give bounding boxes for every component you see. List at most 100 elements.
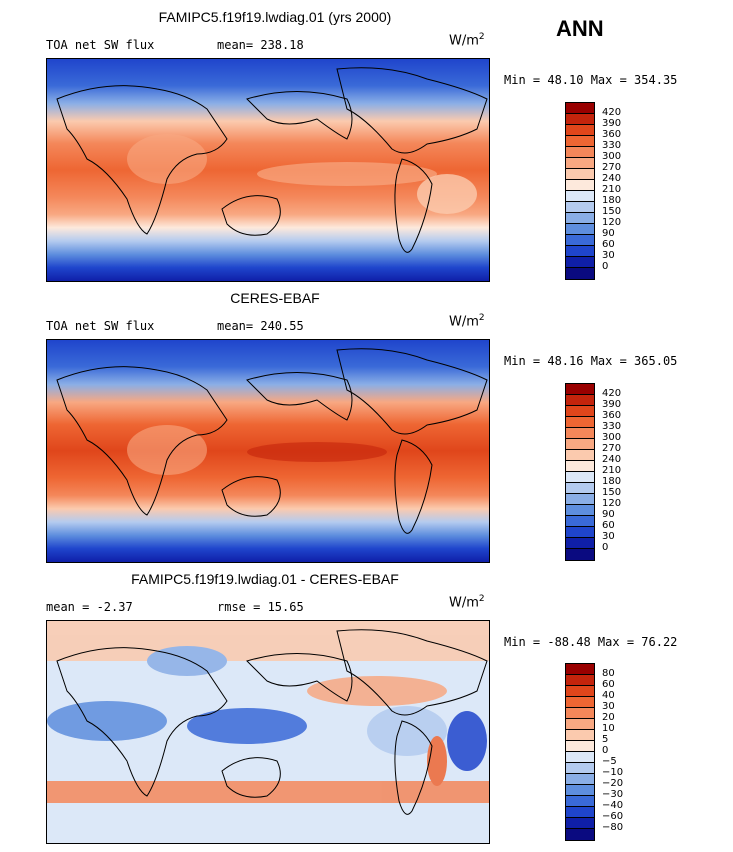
colorbar-level-label: −80: [602, 822, 624, 833]
colorbar-level-label: 120: [602, 498, 622, 509]
colorbar-level-label: 300: [602, 432, 622, 443]
colorbar-level-label: 180: [602, 195, 622, 206]
season-label: ANN: [556, 16, 604, 41]
colorbar-level-label: 150: [602, 487, 622, 498]
colorbar-level-label: 210: [602, 184, 622, 195]
colorbar-swatch: [566, 224, 594, 235]
colorbar-swatch: [566, 697, 594, 708]
colorbar-swatch: [566, 774, 594, 785]
colorbar-swatch: [566, 708, 594, 719]
colorbar-level-label: 90: [602, 509, 615, 520]
colorbar-level-label: 360: [602, 129, 622, 140]
colorbar-level-label: 0: [602, 542, 609, 553]
panel3-title: FAMIPC5.f19f19.lwdiag.01 - CERES-EBAF: [131, 571, 399, 587]
panel3-minmax: Min = -88.48 Max = 76.22: [504, 635, 678, 649]
colorbar-level-label: 60: [602, 239, 615, 250]
colorbar-swatch: [566, 807, 594, 818]
colorbar-level-label: −5: [602, 756, 617, 767]
colorbar-level-label: 0: [602, 261, 609, 272]
colorbar-level-label: 150: [602, 206, 622, 217]
colorbar-swatch: [566, 103, 594, 114]
panel3-map-svg: [47, 621, 489, 843]
colorbar-level-label: 180: [602, 476, 622, 487]
colorbar-swatch: [566, 785, 594, 796]
colorbar-level-label: 5: [602, 734, 609, 745]
panel1-map-svg: [47, 59, 489, 281]
panel2-minmax: Min = 48.16 Max = 365.05: [504, 354, 678, 368]
colorbar-swatch: [566, 829, 594, 840]
colorbar-swatch: [566, 527, 594, 538]
colorbar-level-label: 120: [602, 217, 622, 228]
colorbar-swatch: [566, 549, 594, 560]
panel2-left-label: TOA net SW flux: [46, 319, 155, 333]
colorbar-swatch: [566, 763, 594, 774]
colorbar-swatch: [566, 114, 594, 125]
colorbar-level-label: −20: [602, 778, 624, 789]
panel2-stat-label: mean= 240.55: [217, 319, 304, 333]
colorbar-level-label: −10: [602, 767, 624, 778]
colorbar-level-label: 210: [602, 465, 622, 476]
panel2-map-svg: [47, 340, 489, 562]
panel2-units: W/m2: [449, 313, 485, 330]
colorbar-level-label: 60: [602, 520, 615, 531]
panel2-map: [46, 339, 490, 563]
colorbar-swatch: [566, 472, 594, 483]
colorbar-level-label: 90: [602, 228, 615, 239]
colorbar-swatch: [566, 664, 594, 675]
colorbar-swatch: [566, 538, 594, 549]
colorbar-level-label: 420: [602, 107, 622, 118]
colorbar-swatch: [566, 202, 594, 213]
colorbar-swatch: [566, 686, 594, 697]
colorbar-swatch: [566, 136, 594, 147]
colorbar-level-label: 390: [602, 118, 622, 129]
colorbar-swatch: [566, 213, 594, 224]
panel3-units: W/m2: [449, 594, 485, 611]
colorbar-swatch: [566, 439, 594, 450]
colorbar-level-label: −30: [602, 789, 624, 800]
colorbar-swatch: [566, 169, 594, 180]
panel1-title: FAMIPC5.f19f19.lwdiag.01 (yrs 2000): [158, 9, 392, 25]
colorbar-level-label: 360: [602, 410, 622, 421]
colorbar-swatch: [566, 417, 594, 428]
colorbar-swatch: [566, 125, 594, 136]
colorbar-swatch: [566, 752, 594, 763]
colorbar-swatch: [566, 494, 594, 505]
colorbar-level-label: 20: [602, 712, 615, 723]
colorbar-swatch: [566, 158, 594, 169]
colorbar-level-label: 30: [602, 701, 615, 712]
colorbar-level-label: 80: [602, 668, 615, 679]
colorbar-swatch: [566, 235, 594, 246]
colorbar-level-label: 420: [602, 388, 622, 399]
colorbar-level-label: 0: [602, 745, 609, 756]
colorbar-swatch: [566, 395, 594, 406]
colorbar-swatch: [566, 406, 594, 417]
colorbar-swatch: [566, 450, 594, 461]
colorbar-level-label: 30: [602, 250, 615, 261]
panel1-colorbar: [565, 102, 595, 280]
panel2-title: CERES-EBAF: [230, 290, 320, 306]
colorbar-level-label: 60: [602, 679, 615, 690]
panel3-colorbar: [565, 663, 595, 841]
colorbar-swatch: [566, 428, 594, 439]
colorbar-level-label: 390: [602, 399, 622, 410]
colorbar-level-label: 270: [602, 162, 622, 173]
colorbar-swatch: [566, 268, 594, 279]
colorbar-swatch: [566, 246, 594, 257]
colorbar-swatch: [566, 675, 594, 686]
colorbar-level-label: 240: [602, 173, 622, 184]
colorbar-swatch: [566, 796, 594, 807]
colorbar-swatch: [566, 730, 594, 741]
colorbar-swatch: [566, 257, 594, 268]
panel3-map: [46, 620, 490, 844]
colorbar-swatch: [566, 719, 594, 730]
colorbar-level-label: 10: [602, 723, 615, 734]
colorbar-swatch: [566, 741, 594, 752]
panel1-units: W/m2: [449, 32, 485, 49]
colorbar-swatch: [566, 505, 594, 516]
colorbar-swatch: [566, 180, 594, 191]
panel3-stat-label: rmse = 15.65: [217, 600, 304, 614]
colorbar-level-label: −40: [602, 800, 624, 811]
colorbar-swatch: [566, 516, 594, 527]
colorbar-level-label: 40: [602, 690, 615, 701]
colorbar-level-label: 240: [602, 454, 622, 465]
